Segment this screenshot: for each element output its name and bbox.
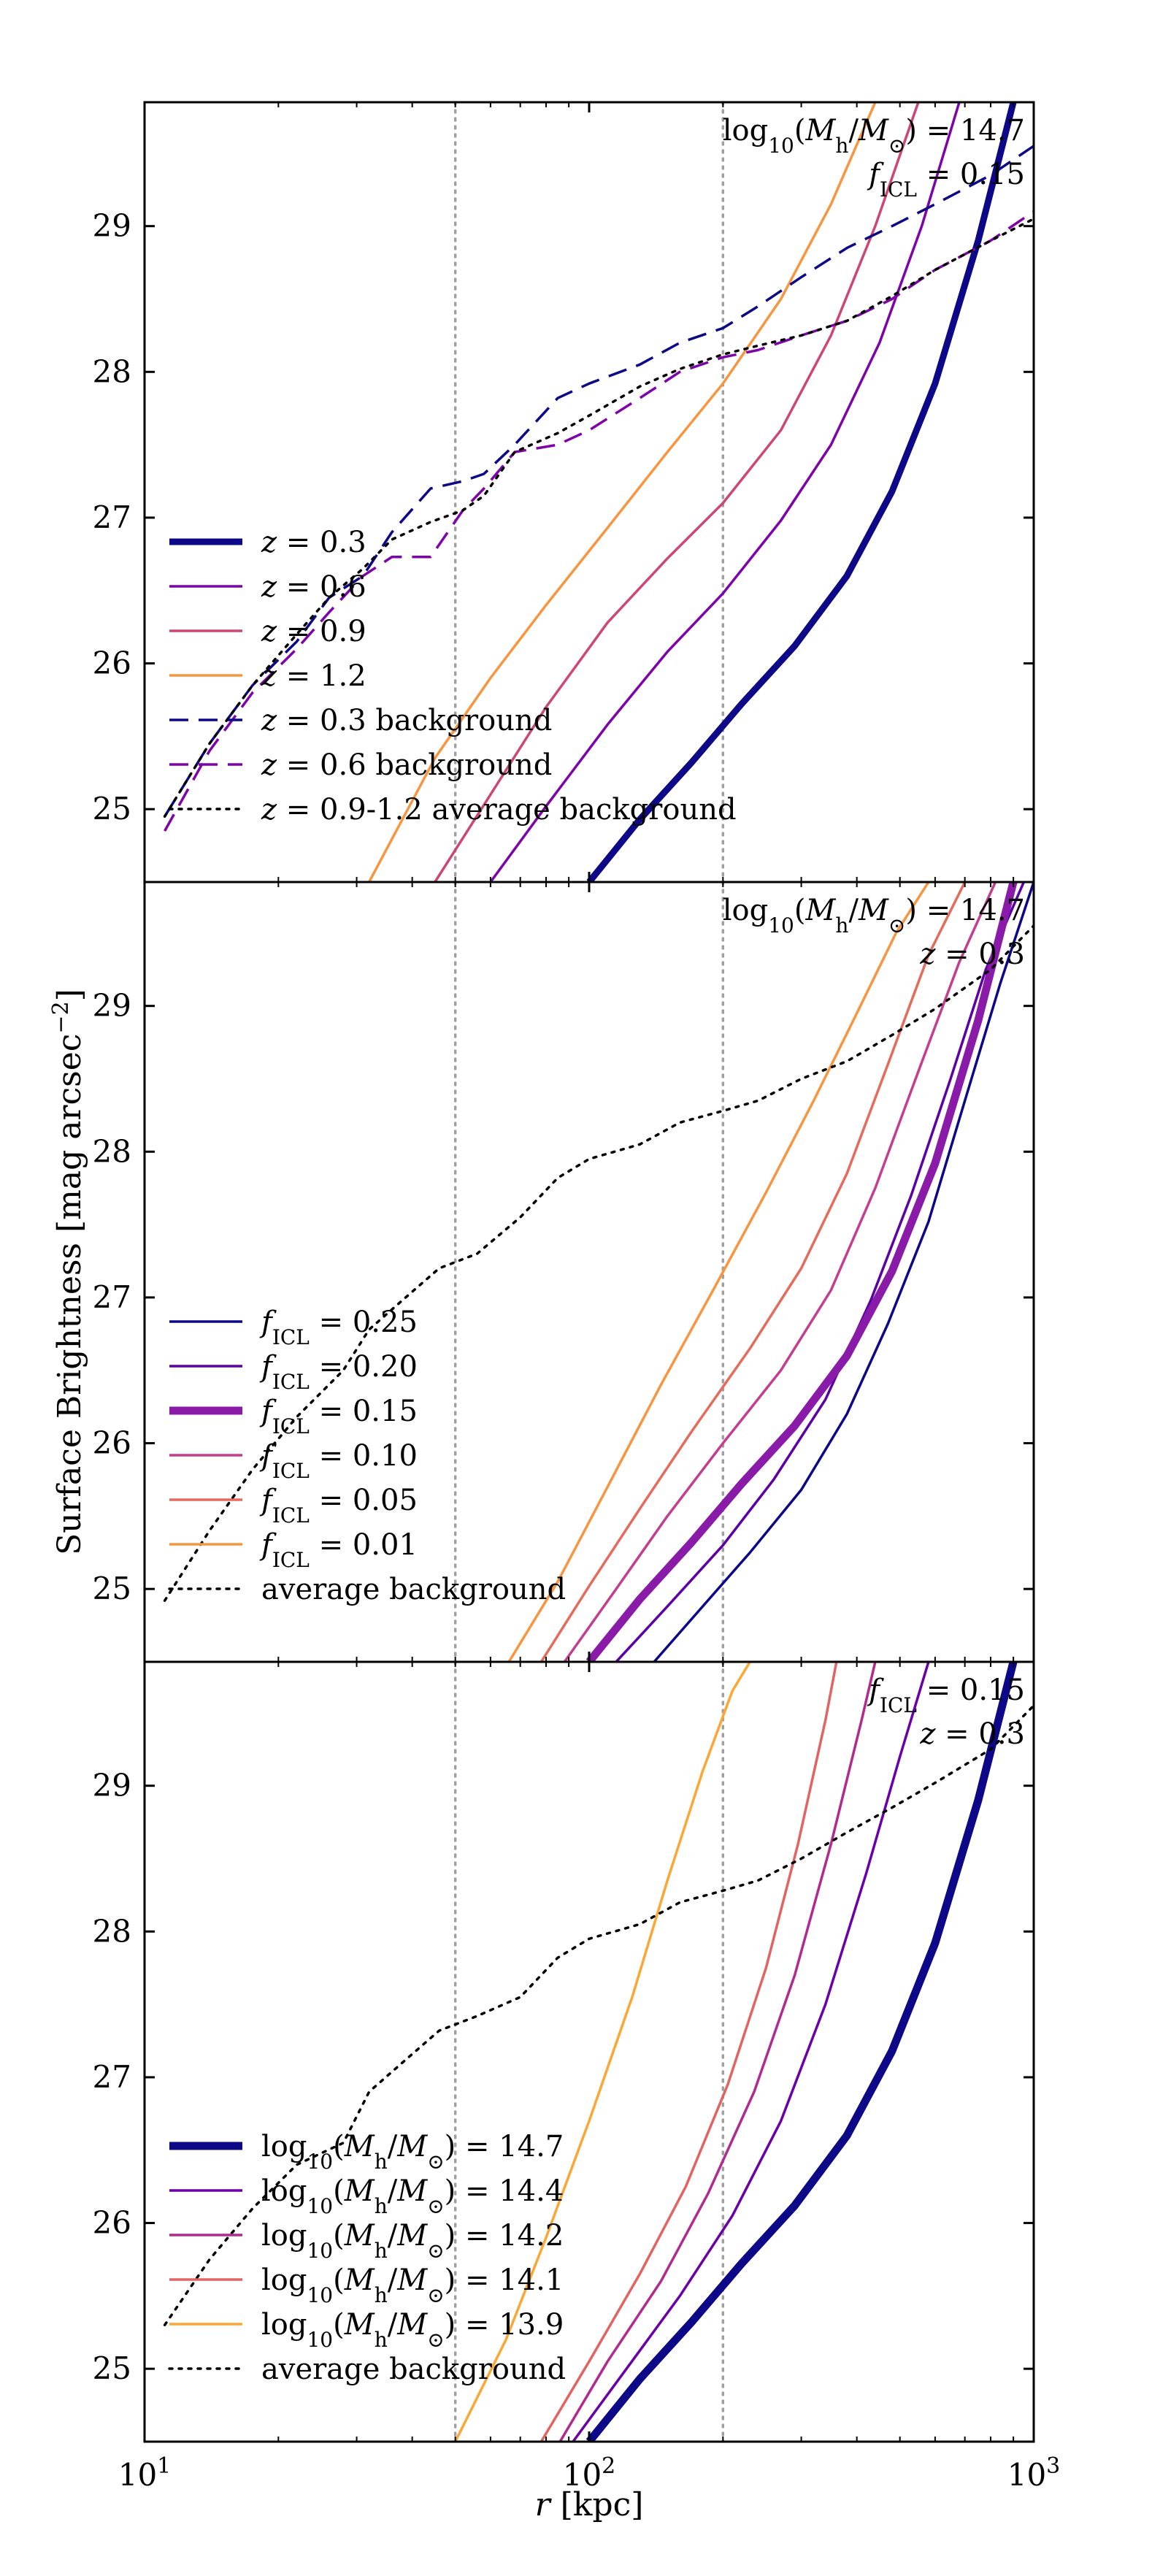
legend-label: fICL = 0.25 <box>259 1306 418 1349</box>
y-tick-label: 25 <box>93 2350 131 2386</box>
series-line-1 <box>489 102 961 882</box>
x-axis-label: r [kpc] <box>535 2486 644 2523</box>
series-line-5 <box>507 882 930 1662</box>
x-tick-label: 101 <box>118 2453 172 2493</box>
panel-frame <box>143 881 1035 1663</box>
legend-label: z = 0.9-1.2 average background <box>261 793 737 827</box>
series-line-2 <box>558 1662 877 2442</box>
legend-label: z = 0.6 <box>261 570 366 604</box>
series-line-4 <box>539 882 967 1662</box>
y-tick-label: 26 <box>93 645 131 681</box>
series-line-0 <box>653 882 1034 1662</box>
y-tick-label: 29 <box>93 988 131 1024</box>
series-line-0 <box>586 102 1017 882</box>
series-line-4 <box>454 1662 751 2442</box>
legend-label: fICL = 0.05 <box>259 1484 418 1527</box>
series-line-2 <box>585 882 1018 1662</box>
legend-label: average background <box>261 1573 566 1606</box>
series-line-1 <box>615 882 1026 1662</box>
legend-label: log10(Mh/M⊙) = 14.2 <box>261 2219 564 2263</box>
panel-annotation: z = 0.3 <box>919 938 1025 971</box>
y-tick-label: 27 <box>93 1279 131 1315</box>
legend-label: log10(Mh/M⊙) = 13.9 <box>261 2308 564 2352</box>
legend-label: log10(Mh/M⊙) = 14.4 <box>261 2174 564 2218</box>
panel-annotation: log10(Mh/M⊙) = 14.7 <box>723 114 1025 158</box>
series-group <box>163 102 1034 882</box>
x-tick-label: 103 <box>1007 2453 1061 2493</box>
series-line-5 <box>164 210 1034 832</box>
panel-middle: 25 26 27 28 29 log10(Mh/M⊙) = 14.7z = 0.3 fICL… <box>93 881 1035 1663</box>
panel-annotation: log10(Mh/M⊙) = 14.7 <box>723 894 1025 938</box>
y-tick-label: 26 <box>93 1425 131 1461</box>
legend-label: log10(Mh/M⊙) = 14.1 <box>261 2263 564 2307</box>
legend-label: z = 0.6 background <box>261 748 552 782</box>
series-line-2 <box>434 102 920 882</box>
series-line-0 <box>585 1662 1018 2442</box>
legend-label: fICL = 0.10 <box>259 1439 418 1483</box>
legend-label: fICL = 0.15 <box>259 1395 418 1438</box>
legend-label: average background <box>261 2353 566 2386</box>
y-tick-label: 28 <box>93 353 131 389</box>
panel-bottom: 25 26 27 28 29 fICL = 0.15z = 0.3 log10(Mh/M⊙)… <box>93 1660 1035 2443</box>
series-line-3 <box>563 882 997 1662</box>
series-line-6 <box>163 924 1034 1602</box>
series-group <box>163 882 1034 1662</box>
legend-label: log10(Mh/M⊙) = 14.7 <box>261 2130 564 2174</box>
y-tick-label: 28 <box>93 1133 131 1169</box>
series-line-6 <box>163 217 1034 818</box>
y-tick-label: 26 <box>93 2205 131 2241</box>
series-line-3 <box>539 1662 838 2442</box>
series-line-3 <box>368 102 877 882</box>
legend-label: fICL = 0.01 <box>259 1528 418 1572</box>
panel-annotation: fICL = 0.15 <box>867 1674 1025 1717</box>
series-line-1 <box>572 1662 930 2442</box>
x-axis: 101 102 103 <box>118 2453 1061 2493</box>
y-tick-label: 29 <box>93 208 131 244</box>
legend-label: z = 0.3 <box>261 526 366 559</box>
x-tick-label: 102 <box>563 2453 616 2493</box>
y-tick-label: 27 <box>93 499 131 535</box>
legend-label: z = 0.9 <box>261 615 366 648</box>
legend-label: fICL = 0.20 <box>259 1350 418 1394</box>
y-tick-label: 28 <box>93 1913 131 1949</box>
y-tick-label: 29 <box>93 1768 131 1803</box>
legend: z = 0.3 z = 0.6 z = 0.9 z = 1.2 z = 0.3 back… <box>168 526 737 827</box>
y-tick-label: 25 <box>93 791 131 827</box>
series-line-4 <box>164 145 1034 818</box>
y-axis-label: Surface Brightness [mag arcsec−2] <box>48 989 89 1555</box>
y-tick-label: 25 <box>93 1571 131 1606</box>
legend-label: z = 0.3 background <box>261 704 552 737</box>
legend-label: z = 1.2 <box>261 659 366 693</box>
panel-annotation: z = 0.3 <box>919 1717 1025 1751</box>
y-tick-label: 27 <box>93 2059 131 2095</box>
panel-annotation: fICL = 0.15 <box>867 158 1025 202</box>
series-group <box>163 1662 1034 2442</box>
series-line-5 <box>163 1704 1034 2327</box>
